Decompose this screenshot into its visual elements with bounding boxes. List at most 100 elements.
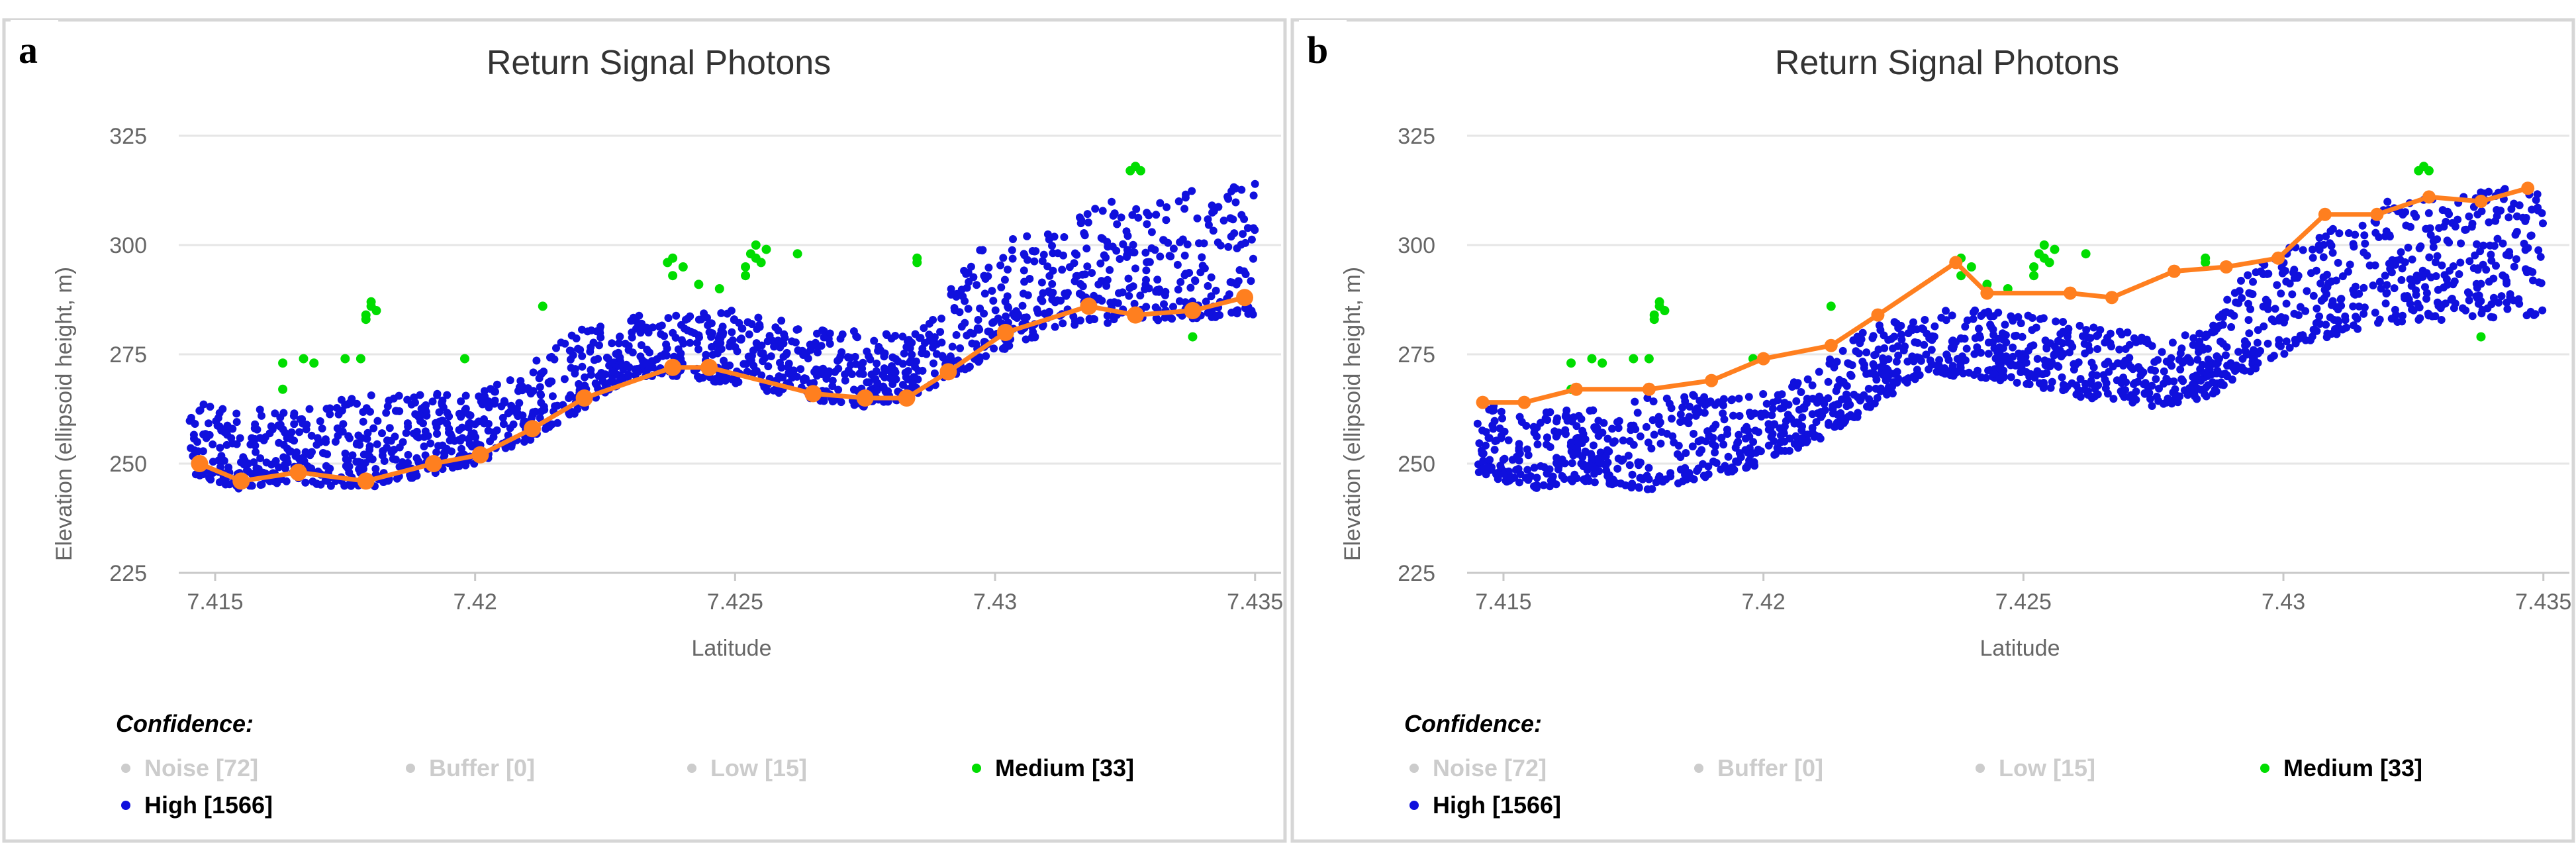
high-confidence-point bbox=[1961, 323, 1970, 331]
high-confidence-point bbox=[206, 403, 215, 411]
high-confidence-point bbox=[707, 319, 716, 328]
high-confidence-point bbox=[1649, 397, 1658, 406]
high-confidence-point bbox=[283, 434, 291, 442]
high-confidence-point bbox=[1151, 303, 1160, 312]
high-confidence-point bbox=[2307, 269, 2315, 277]
high-confidence-point bbox=[2397, 248, 2405, 256]
high-confidence-point bbox=[316, 417, 324, 425]
high-confidence-point bbox=[2252, 364, 2260, 373]
high-confidence-point bbox=[1831, 423, 1838, 431]
high-confidence-point bbox=[1825, 360, 1834, 368]
high-confidence-point bbox=[1780, 437, 1789, 446]
high-confidence-point bbox=[1590, 441, 1598, 450]
high-confidence-point bbox=[2520, 239, 2528, 248]
surface-line-marker bbox=[1184, 302, 1202, 319]
high-confidence-point bbox=[1667, 404, 1676, 413]
surface-line-marker bbox=[524, 420, 542, 438]
high-confidence-point bbox=[2000, 355, 2009, 364]
high-confidence-point bbox=[2205, 364, 2213, 373]
high-confidence-point bbox=[1768, 411, 1776, 419]
high-confidence-point bbox=[1566, 475, 1575, 483]
medium-confidence-point bbox=[2050, 244, 2060, 254]
high-confidence-point bbox=[738, 324, 746, 332]
high-confidence-point bbox=[2195, 329, 2204, 338]
high-confidence-point bbox=[1987, 323, 1995, 331]
high-confidence-point bbox=[2391, 305, 2399, 314]
high-confidence-point bbox=[1156, 199, 1165, 207]
high-confidence-point bbox=[890, 368, 899, 376]
high-confidence-point bbox=[1482, 428, 1490, 436]
high-confidence-point bbox=[1975, 331, 1983, 340]
high-confidence-point bbox=[1141, 248, 1150, 257]
high-confidence-point bbox=[1475, 439, 1484, 448]
high-confidence-point bbox=[799, 376, 808, 385]
high-confidence-point bbox=[1224, 242, 1233, 251]
high-confidence-point bbox=[2531, 310, 2540, 319]
high-confidence-point bbox=[836, 352, 845, 361]
high-confidence-point bbox=[1088, 269, 1096, 277]
high-confidence-point bbox=[870, 336, 879, 345]
high-confidence-point bbox=[1848, 361, 1856, 370]
high-confidence-point bbox=[2505, 248, 2514, 256]
high-confidence-point bbox=[546, 353, 554, 362]
high-confidence-point bbox=[1558, 472, 1566, 480]
high-confidence-point bbox=[783, 348, 791, 357]
high-confidence-point bbox=[859, 358, 867, 367]
high-confidence-point bbox=[312, 440, 321, 449]
high-confidence-point bbox=[1773, 444, 1782, 452]
high-confidence-point bbox=[986, 327, 994, 336]
high-confidence-point bbox=[2230, 289, 2239, 297]
high-confidence-point bbox=[246, 440, 255, 449]
high-confidence-point bbox=[2349, 302, 2358, 311]
high-confidence-point bbox=[2245, 289, 2254, 297]
medium-confidence-point bbox=[309, 358, 319, 368]
high-confidence-point bbox=[2515, 299, 2524, 308]
high-confidence-point bbox=[1497, 407, 1505, 416]
high-confidence-point bbox=[2106, 329, 2115, 338]
high-confidence-point bbox=[299, 419, 307, 428]
high-confidence-point bbox=[1714, 398, 1723, 407]
high-confidence-point bbox=[1627, 483, 1636, 492]
legend-item-label: High [1566] bbox=[144, 791, 273, 819]
high-confidence-point bbox=[2115, 345, 2124, 354]
high-confidence-point bbox=[1815, 368, 1823, 376]
high-confidence-point bbox=[2309, 245, 2316, 254]
high-confidence-point bbox=[391, 432, 399, 441]
gridlines bbox=[1467, 134, 2569, 581]
high-confidence-point bbox=[1180, 205, 1189, 213]
high-confidence-point bbox=[1869, 332, 1878, 340]
legend: Noise [72] Buffer [0] Low [15] Medium [33] H… bbox=[1409, 754, 2422, 819]
high-confidence-point bbox=[1772, 450, 1780, 458]
high-confidence-point bbox=[1642, 423, 1650, 431]
high-confidence-point bbox=[2193, 356, 2202, 364]
high-confidence-point bbox=[2504, 213, 2513, 222]
high-confidence-point bbox=[2401, 208, 2409, 217]
high-confidence-point bbox=[2327, 330, 2336, 338]
high-confidence-point bbox=[199, 400, 208, 409]
high-confidence-point bbox=[1005, 342, 1014, 350]
high-confidence-point bbox=[1608, 425, 1617, 433]
high-confidence-point bbox=[657, 321, 666, 330]
high-confidence-point bbox=[776, 358, 784, 367]
high-confidence-point bbox=[2485, 218, 2493, 226]
surface-line-marker bbox=[471, 446, 489, 464]
high-confidence-point bbox=[1878, 354, 1887, 362]
high-confidence-point bbox=[1178, 235, 1187, 244]
high-confidence-point bbox=[2107, 342, 2115, 351]
high-confidence-point bbox=[2512, 228, 2521, 236]
high-confidence-point bbox=[2482, 266, 2491, 274]
high-confidence-point bbox=[1872, 376, 1881, 384]
high-confidence-point bbox=[209, 440, 217, 448]
high-confidence-point bbox=[1174, 197, 1183, 205]
high-confidence-point bbox=[705, 328, 714, 336]
high-confidence-point bbox=[1543, 470, 1551, 478]
high-confidence-point bbox=[2213, 352, 2221, 360]
high-confidence-point bbox=[1594, 417, 1603, 425]
high-confidence-point bbox=[1764, 441, 1773, 450]
surface-line-marker bbox=[700, 358, 718, 376]
high-confidence-point bbox=[1711, 448, 1719, 457]
high-confidence-point bbox=[988, 287, 996, 295]
high-confidence-point bbox=[2406, 275, 2414, 283]
high-confidence-point bbox=[1033, 305, 1041, 314]
high-confidence-point bbox=[608, 339, 616, 348]
